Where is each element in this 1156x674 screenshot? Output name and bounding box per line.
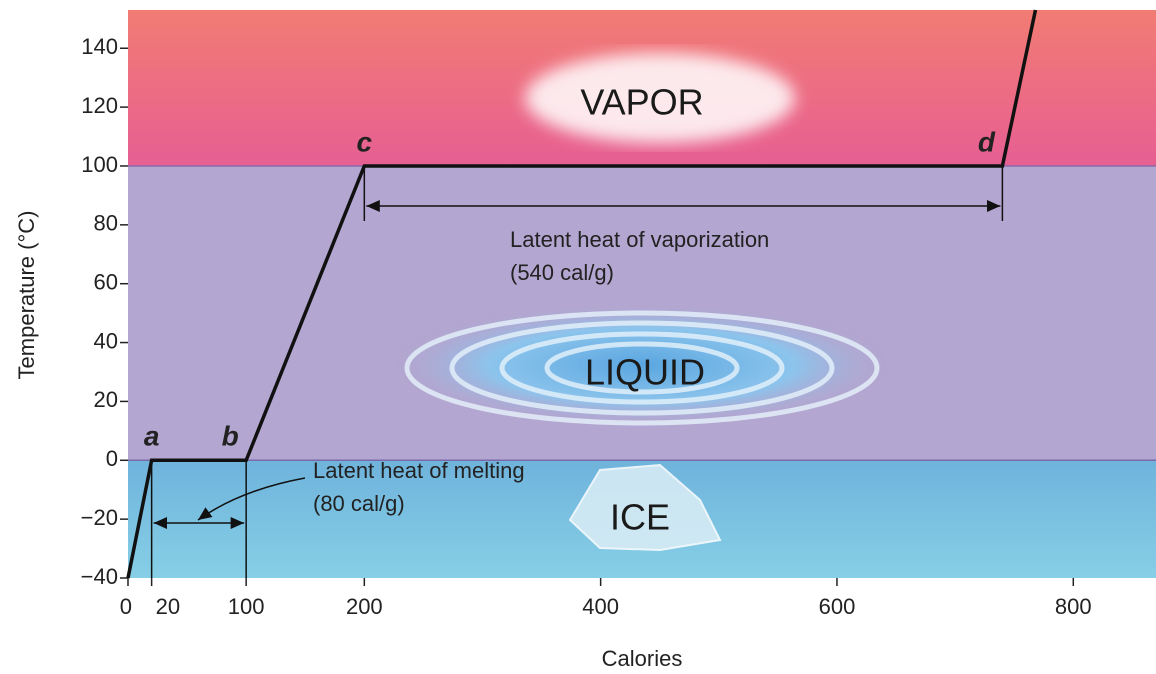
y-tick-label: 20 — [94, 387, 118, 412]
y-tick-label: 120 — [81, 93, 118, 118]
point-label: b — [222, 421, 239, 452]
y-tick-label: 40 — [94, 328, 118, 353]
x-tick-label: 400 — [582, 594, 619, 619]
y-tick-label: 100 — [81, 152, 118, 177]
point-label: a — [144, 421, 160, 452]
x-tick-label: 200 — [346, 594, 383, 619]
y-tick-label: −20 — [81, 505, 118, 530]
x-tick-label: 100 — [228, 594, 265, 619]
x-tick-label: 600 — [819, 594, 856, 619]
annotation: (80 cal/g) — [313, 491, 405, 516]
region-label: VAPOR — [580, 82, 703, 123]
x-tick-label: 20 — [156, 594, 180, 619]
y-tick-label: 80 — [94, 211, 118, 236]
y-tick-label: −40 — [81, 564, 118, 589]
point-label: c — [357, 126, 373, 157]
region-label: LIQUID — [585, 352, 705, 393]
annotation: Latent heat of melting — [313, 458, 525, 483]
y-axis-label: Temperature (°C) — [14, 211, 39, 380]
annotation: Latent heat of vaporization — [510, 227, 769, 252]
region-label: ICE — [610, 497, 670, 538]
x-axis-label: Calories — [602, 646, 683, 671]
x-tick-label: 0 — [120, 594, 132, 619]
x-tick-label: 800 — [1055, 594, 1092, 619]
y-tick-label: 140 — [81, 34, 118, 59]
point-label: d — [978, 126, 996, 157]
chart: VAPORLIQUIDICE−40−2002040608010012014002… — [0, 0, 1156, 674]
annotation: (540 cal/g) — [510, 260, 614, 285]
y-tick-label: 0 — [106, 446, 118, 471]
y-tick-label: 60 — [94, 270, 118, 295]
